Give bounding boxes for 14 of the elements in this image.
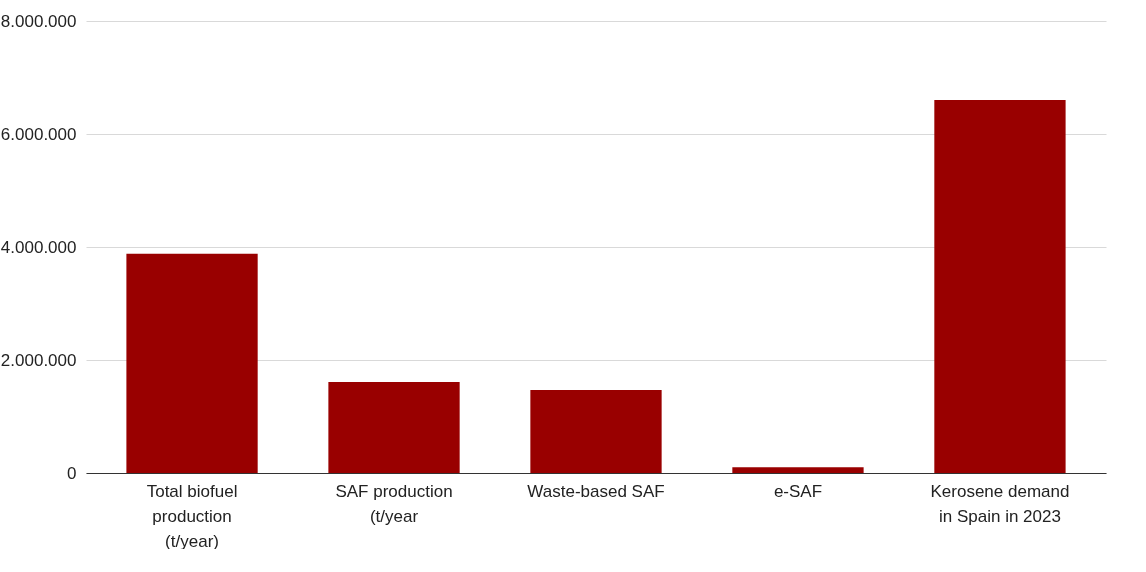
y-tick-label: 0 (67, 463, 77, 483)
y-tick-label: 2.000.000 (0, 350, 77, 370)
bar (934, 100, 1066, 473)
y-tick-label: 8.000.000 (0, 11, 77, 31)
x-tick-label: SAF production (t/year (335, 481, 453, 526)
bar (530, 389, 662, 473)
bar (126, 253, 258, 473)
bar (732, 467, 864, 473)
y-tick-label: 6.000.000 (0, 124, 77, 144)
x-tick-label: e-SAF (773, 481, 823, 501)
x-tick-label: Waste-based SAF (527, 481, 665, 501)
y-tick-label: 4.000.000 (0, 237, 77, 257)
x-tick-label: Kerosene demand in Spain in 2023 (930, 481, 1070, 526)
bar (328, 382, 460, 473)
